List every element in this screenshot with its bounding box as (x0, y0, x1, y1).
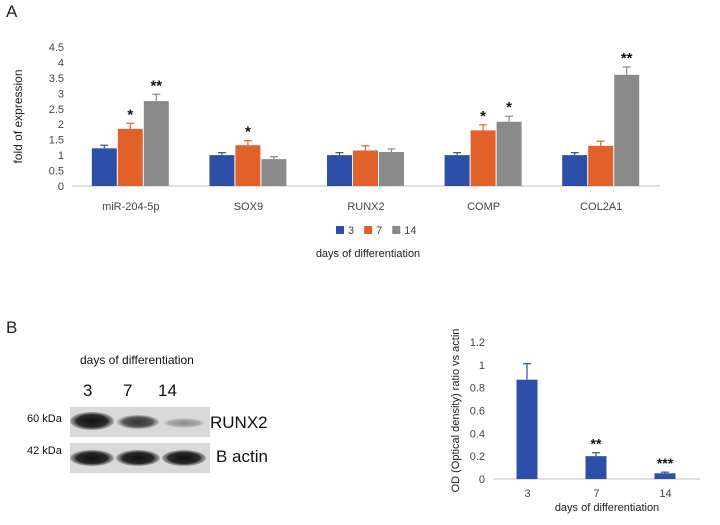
y-tick-label: 1.2 (470, 337, 485, 349)
x-tick-label: COL2A1 (580, 201, 622, 213)
blot-header: days of differentiation (80, 353, 194, 367)
blot-lane-label: 3 (83, 381, 93, 400)
blot-image (70, 407, 210, 473)
bar (327, 155, 352, 186)
bar (117, 128, 143, 186)
blot-lane-label: 7 (123, 381, 133, 400)
bar (379, 152, 404, 186)
blot-protein-label: RUNX2 (210, 413, 268, 432)
significance-label: * (245, 124, 251, 141)
legend-swatch (364, 226, 373, 234)
y-tick-label: 0.6 (470, 406, 485, 418)
blot-lane-label: 14 (158, 381, 177, 400)
bar (143, 101, 169, 186)
significance-label: * (506, 99, 512, 116)
chart-a: 00.511.522.533.544.5miR-204-5p***SOX9*RU… (11, 42, 660, 260)
y-tick-label: 0.2 (470, 451, 485, 463)
legend-label: 3 (348, 225, 354, 237)
x-tick-label: miR-204-5p (102, 201, 159, 213)
y-tick-label: 0.8 (470, 383, 485, 395)
y-tick-label: 3.5 (49, 73, 64, 85)
blot-band-actin (70, 450, 114, 466)
bar (235, 145, 261, 186)
blot-band-runx2 (117, 415, 159, 429)
x-tick-label: 3 (524, 488, 530, 500)
significance-label: * (480, 108, 486, 125)
bar (614, 74, 640, 186)
y-tick-label: 0.5 (49, 166, 64, 178)
legend-label: 14 (404, 225, 416, 237)
bar (353, 150, 378, 186)
x-tick-label: 7 (593, 488, 599, 500)
x-tick-label: COMP (467, 201, 500, 213)
legend-swatch (392, 226, 401, 234)
bar (444, 155, 470, 186)
x-tick-label: SOX9 (234, 201, 263, 213)
y-axis-label: fold of expression (11, 69, 25, 163)
bar (209, 155, 235, 186)
y-tick-label: 4 (58, 57, 64, 69)
blot-band-runx2 (162, 418, 206, 428)
bar (516, 379, 538, 479)
y-tick-label: 4.5 (49, 42, 64, 54)
blot-protein-label: B actin (216, 447, 268, 466)
blot-kda-label: 42 kDa (27, 445, 62, 457)
significance-label: *** (657, 455, 674, 471)
y-axis-label: OD (Optical density) ratio vs actin (450, 329, 462, 493)
y-tick-label: 0 (58, 181, 64, 193)
chart-b: 0 0.2 0.4 0.6 0.8 1 1.2 3 7 ** 14 *** OD (Optical de… (450, 329, 700, 514)
western-blot: days of differentiation 3 7 14 60 kDa 42… (20, 345, 310, 495)
y-tick-label: 1 (479, 360, 485, 372)
y-tick-label: 0.4 (470, 428, 485, 440)
x-axis-label: days of differentiation (316, 248, 420, 260)
significance-label: ** (150, 77, 162, 94)
y-tick-label: 3 (58, 88, 64, 100)
blot-kda-label: 60 kDa (27, 413, 62, 425)
y-tick-label: 2 (58, 119, 64, 131)
x-tick-label: RUNX2 (347, 201, 384, 213)
significance-label: ** (621, 50, 633, 67)
significance-label: * (127, 106, 133, 123)
bar (91, 148, 117, 186)
y-tick-label: 2.5 (49, 104, 64, 116)
bar (470, 130, 496, 186)
panel-a-label: A (6, 2, 18, 21)
y-tick-label: 0 (479, 474, 485, 486)
y-tick-label: 1.5 (49, 135, 64, 147)
legend-swatch (336, 226, 344, 234)
panel-b-label: B (6, 318, 18, 337)
y-tick-label: 1 (58, 150, 64, 162)
bar (654, 473, 676, 479)
significance-label: ** (591, 436, 602, 452)
blot-band-runx2 (70, 412, 114, 430)
bar (496, 121, 522, 186)
blot-band-actin (116, 450, 160, 466)
bar (562, 155, 588, 186)
legend-label: 7 (376, 225, 382, 237)
bar (585, 456, 607, 479)
bar (588, 145, 614, 186)
blot-band-actin (162, 450, 206, 466)
bar (261, 159, 287, 186)
x-tick-label: 14 (659, 488, 671, 500)
x-axis-label: days of differentiation (555, 502, 659, 514)
